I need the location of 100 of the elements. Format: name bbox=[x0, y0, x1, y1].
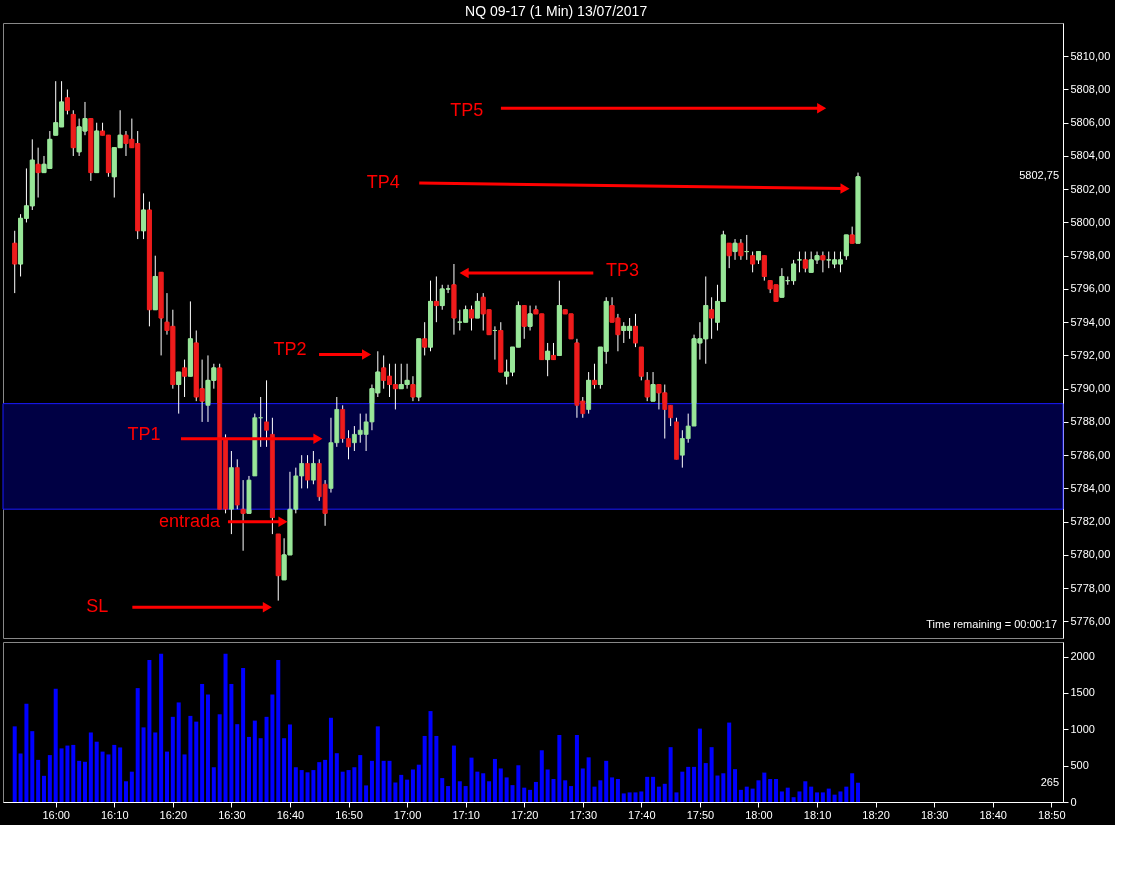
y-tick-label: 5780,00 bbox=[1070, 548, 1111, 561]
candlestick bbox=[240, 479, 246, 552]
candlestick bbox=[264, 379, 269, 448]
y-tick-label: 5782,00 bbox=[1070, 515, 1111, 528]
x-tick-label: 16:50 bbox=[335, 808, 363, 821]
bar bbox=[692, 766, 697, 802]
candlestick bbox=[433, 275, 439, 323]
x-tick-label: 17:40 bbox=[628, 808, 656, 821]
bar bbox=[410, 769, 415, 802]
y-tick-label: 5808,00 bbox=[1070, 82, 1111, 95]
bar bbox=[639, 791, 644, 802]
bar bbox=[364, 785, 369, 802]
bar bbox=[12, 726, 17, 802]
bar bbox=[170, 716, 175, 802]
candlestick bbox=[820, 251, 826, 273]
bar bbox=[440, 778, 445, 802]
bar bbox=[446, 786, 451, 802]
bar bbox=[36, 759, 41, 802]
bar bbox=[159, 653, 164, 802]
annotation: TP2 bbox=[273, 338, 307, 359]
candlestick bbox=[633, 313, 638, 348]
y-tick-label: 2000 bbox=[1070, 650, 1095, 663]
x-tick-label: 16:40 bbox=[276, 808, 305, 821]
candlestick bbox=[527, 305, 533, 331]
annotation: 5802,75 bbox=[1019, 169, 1059, 182]
annotation: 265 bbox=[1040, 776, 1059, 789]
bar bbox=[211, 767, 216, 802]
candlestick bbox=[258, 396, 264, 448]
candlestick bbox=[182, 359, 187, 398]
bar bbox=[323, 759, 328, 802]
bar bbox=[621, 793, 626, 802]
bar bbox=[135, 688, 140, 802]
y-tick-label: 1500 bbox=[1070, 686, 1095, 699]
bar bbox=[205, 694, 210, 802]
bar bbox=[697, 728, 702, 802]
bar bbox=[241, 668, 246, 802]
y-tick-label: 5806,00 bbox=[1070, 116, 1111, 129]
bar bbox=[235, 724, 240, 802]
bar bbox=[375, 726, 380, 802]
candlestick bbox=[797, 251, 802, 273]
bar bbox=[856, 782, 861, 802]
y-tick-label: 0 bbox=[1070, 795, 1077, 808]
candlestick bbox=[802, 251, 808, 273]
x-tick-label: 17:30 bbox=[569, 808, 598, 821]
y-tick-label: 5776,00 bbox=[1070, 614, 1111, 627]
candlestick bbox=[310, 450, 316, 485]
bar bbox=[200, 683, 205, 802]
bar bbox=[94, 741, 99, 802]
bar bbox=[604, 760, 609, 802]
bar bbox=[457, 781, 462, 802]
x-tick-label: 17:50 bbox=[686, 808, 715, 821]
annotation: TP1 bbox=[127, 423, 161, 444]
bar bbox=[522, 787, 527, 802]
bar bbox=[194, 721, 199, 802]
bar bbox=[399, 774, 404, 802]
bar bbox=[381, 760, 386, 802]
y-tick-label: 5804,00 bbox=[1070, 149, 1111, 162]
bar bbox=[504, 777, 509, 802]
y-tick-label: 5790,00 bbox=[1070, 382, 1111, 395]
bar bbox=[774, 779, 779, 802]
x-tick-label: 16:00 bbox=[42, 808, 70, 821]
bar bbox=[703, 763, 708, 802]
bar bbox=[569, 786, 574, 802]
y-tick-label: 5800,00 bbox=[1070, 215, 1111, 228]
y-tick-label: 500 bbox=[1070, 759, 1089, 772]
bar bbox=[826, 788, 831, 802]
candlestick bbox=[709, 296, 715, 340]
bar bbox=[686, 766, 691, 802]
x-tick-label: 16:30 bbox=[218, 808, 246, 821]
bar bbox=[850, 773, 855, 802]
annotation: Time remaining = 00:00:17 bbox=[926, 618, 1057, 630]
candlestick bbox=[644, 371, 650, 402]
bar bbox=[785, 787, 790, 802]
bar bbox=[481, 773, 486, 802]
y-tick-label: 5784,00 bbox=[1070, 481, 1111, 494]
candlestick bbox=[176, 371, 182, 415]
x-tick-label: 17:20 bbox=[510, 808, 539, 821]
y-tick-label: 5798,00 bbox=[1070, 249, 1111, 262]
bar bbox=[598, 780, 603, 802]
bar bbox=[112, 744, 117, 802]
bar bbox=[334, 753, 339, 802]
annotation: TP3 bbox=[605, 260, 639, 281]
bar bbox=[293, 767, 298, 802]
bar bbox=[738, 789, 743, 802]
bar bbox=[217, 714, 222, 802]
bar bbox=[463, 786, 468, 802]
x-tick-label: 16:10 bbox=[101, 808, 129, 821]
bar bbox=[123, 781, 128, 802]
bar bbox=[422, 735, 427, 802]
y-tick-label: 5802,00 bbox=[1070, 182, 1111, 195]
bar bbox=[164, 751, 169, 802]
bar bbox=[129, 771, 134, 802]
bar bbox=[487, 781, 492, 802]
bar bbox=[528, 789, 533, 802]
bar bbox=[820, 792, 825, 802]
bar bbox=[82, 761, 87, 802]
bar bbox=[539, 750, 544, 802]
bar bbox=[733, 769, 738, 802]
candlestick bbox=[545, 342, 551, 377]
x-tick-label: 18:00 bbox=[745, 808, 773, 821]
